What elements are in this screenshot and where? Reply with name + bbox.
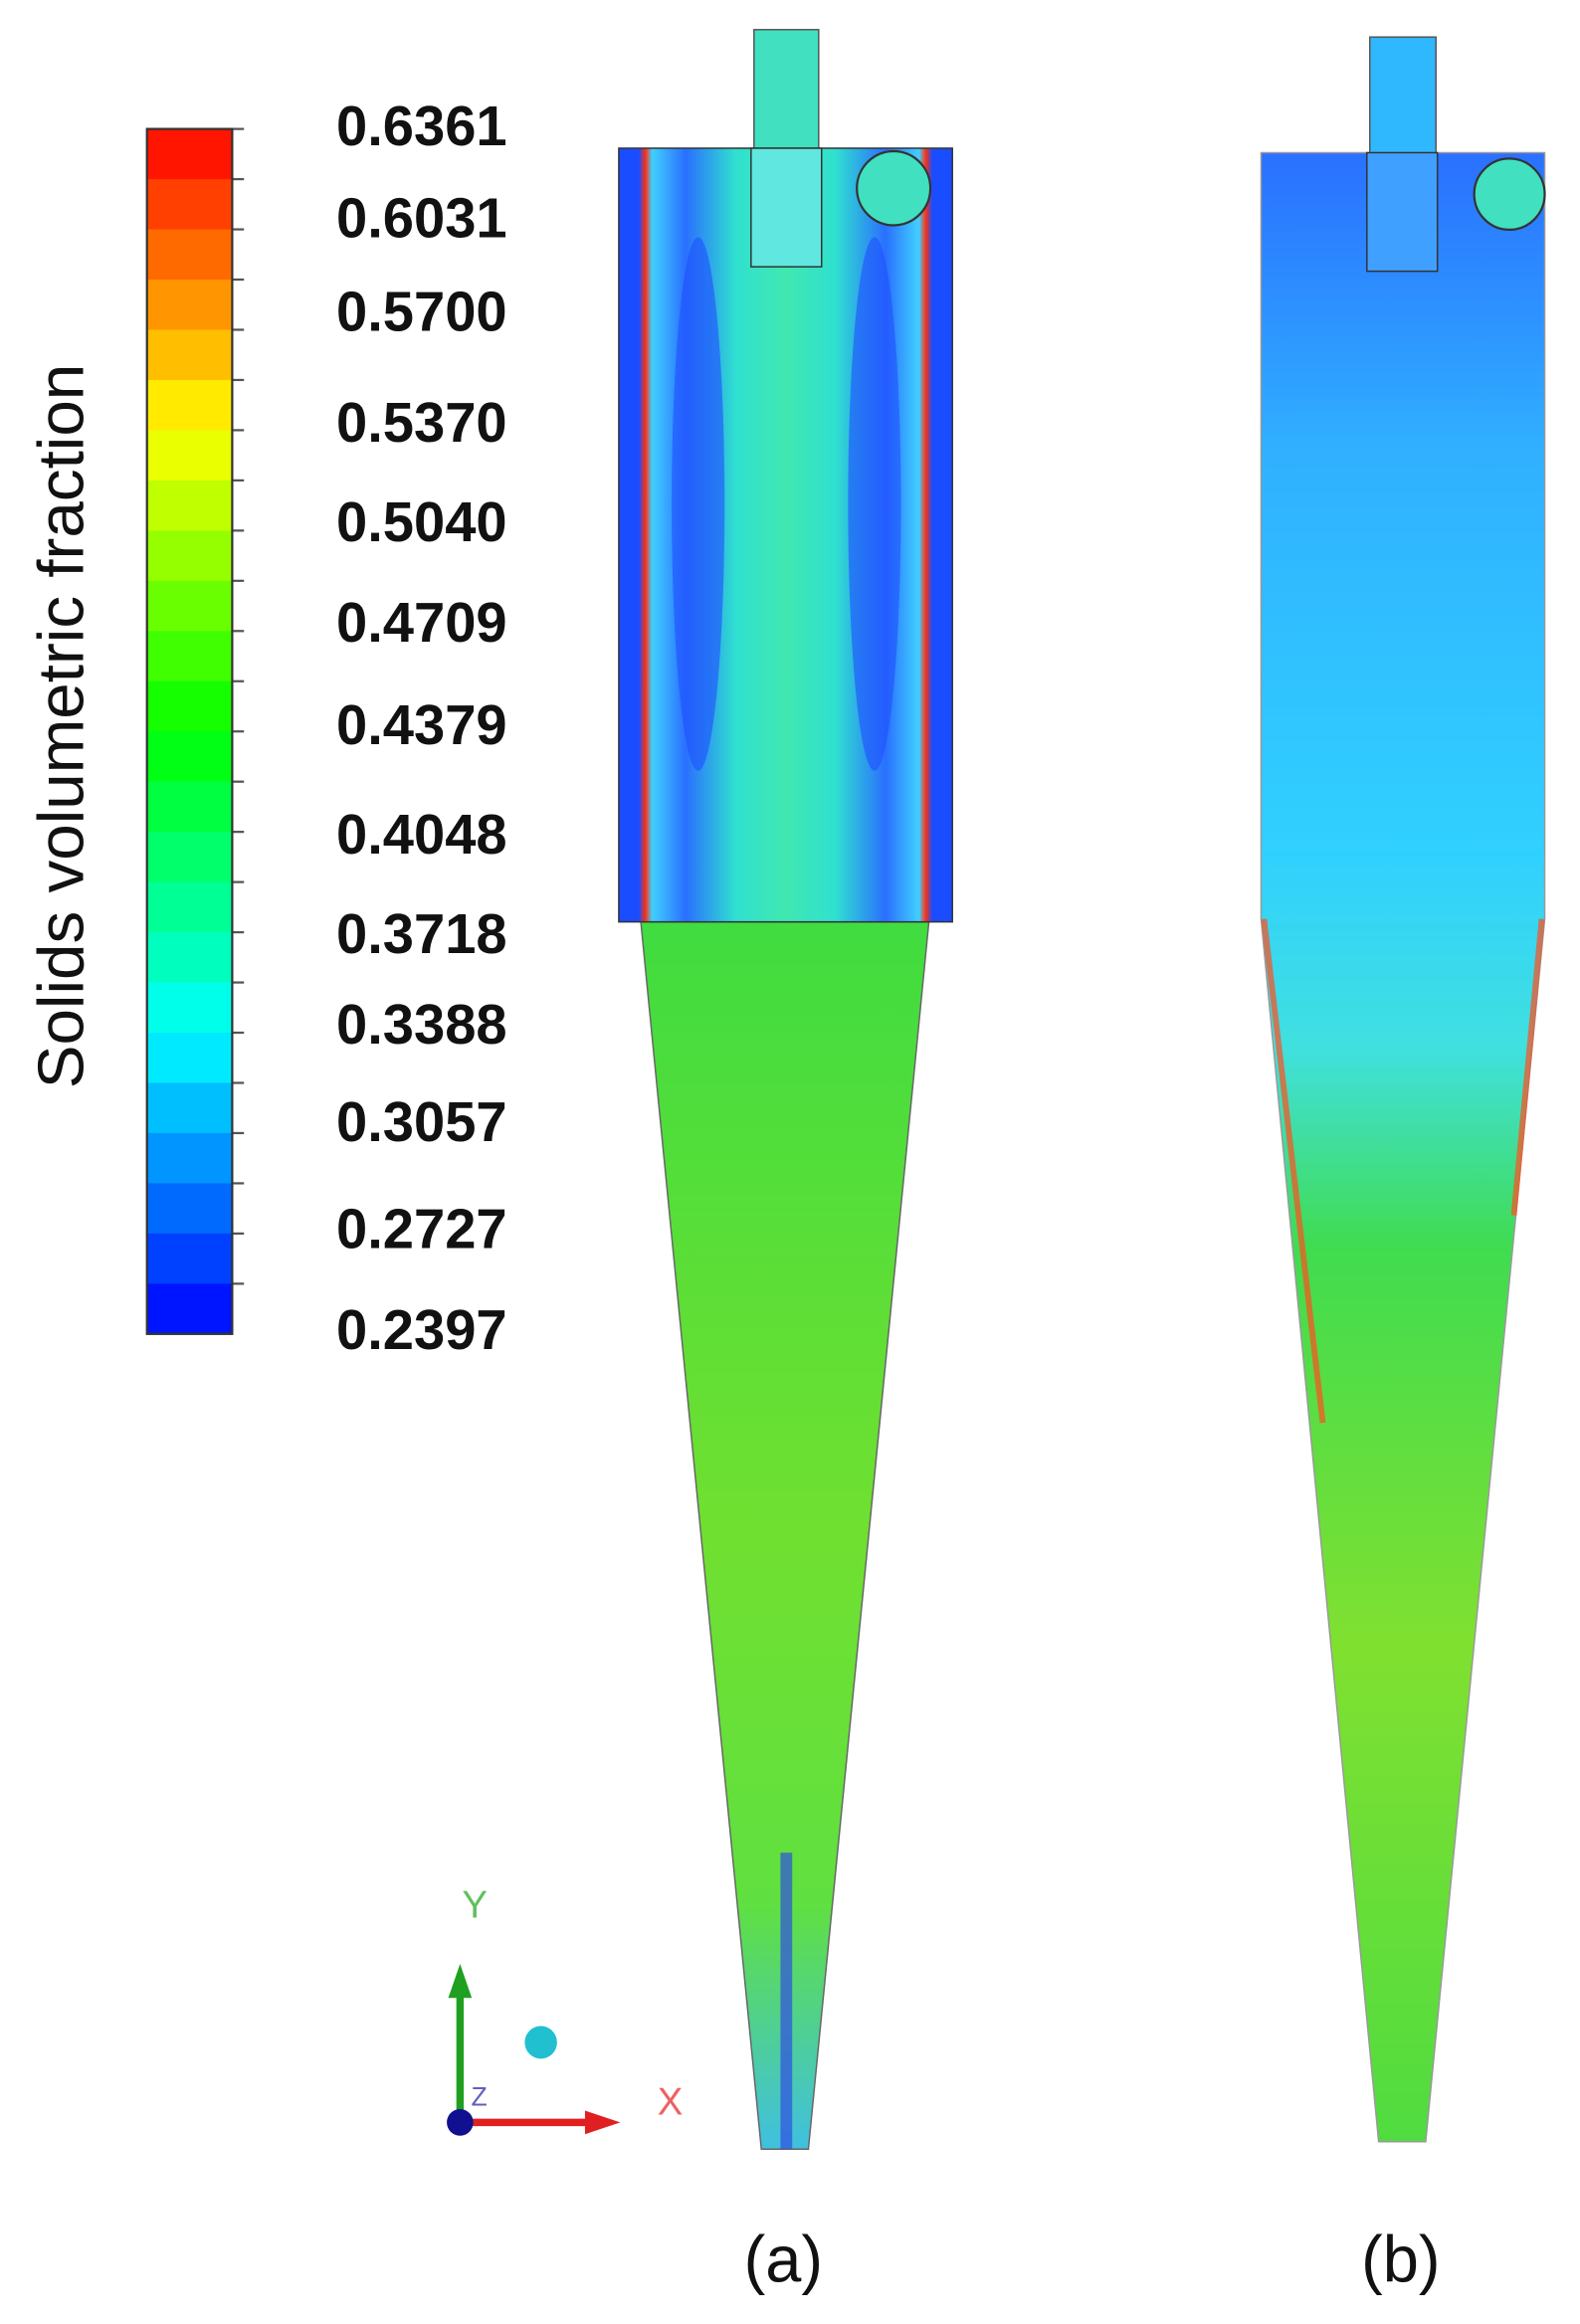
axis-triad: Y X Z [447, 1883, 684, 2136]
colorbar-label: 0.3057 [336, 1090, 507, 1153]
inlet [856, 149, 932, 227]
colorbar-label: 0.3388 [336, 993, 507, 1056]
colorbar-band [146, 480, 233, 532]
colorbar-band [146, 329, 233, 381]
panel-label: (a) [744, 2223, 823, 2295]
x-arrowhead [584, 2110, 621, 2135]
vortex-finder [750, 147, 823, 268]
streak [848, 237, 901, 771]
colorbar-band [146, 1183, 233, 1235]
colorbar-label: 0.6361 [336, 95, 507, 157]
colorbar-band [146, 631, 233, 682]
colorbar-band [146, 680, 233, 732]
streak [672, 237, 725, 771]
colorbar-band [146, 128, 233, 180]
wall-streak [1261, 918, 1326, 1424]
colorbar-label: 0.2397 [336, 1298, 507, 1361]
body [1260, 151, 1546, 2143]
colorbar-band [146, 832, 233, 883]
colorbar-label: 0.4379 [336, 693, 507, 756]
colorbar-band [146, 1283, 233, 1335]
y-arrowhead [448, 1963, 473, 1999]
colorbar-band [146, 179, 233, 231]
colorbar-frame [145, 127, 234, 1335]
colorbar-band [146, 1082, 233, 1134]
colorbar-label: 0.4709 [336, 591, 507, 654]
colorbar-band [146, 379, 233, 432]
colorbar-label: 0.5700 [336, 280, 507, 342]
colorbar-label: 0.2727 [336, 1197, 507, 1259]
colorbar-band [146, 530, 233, 582]
colorbar-label: 0.3718 [336, 902, 507, 965]
colorbar-label: 0.6031 [336, 186, 507, 249]
sphere [524, 2026, 557, 2059]
colorbar-band [146, 731, 233, 783]
colorbar [146, 127, 245, 1335]
colorbar-band [146, 932, 233, 984]
x-label: X [658, 2081, 684, 2124]
z-label: Z [471, 2082, 487, 2112]
colorbar-band [146, 1132, 233, 1185]
cyclone-b [1260, 36, 1546, 2143]
vortex-finder [1366, 151, 1439, 273]
cyclone-a [618, 29, 953, 2150]
outlet-tube [1369, 36, 1437, 157]
colorbar-label: 0.4048 [336, 803, 507, 866]
z-arrow [447, 2108, 474, 2136]
colorbar-band [146, 229, 233, 281]
colorbar-band [146, 982, 233, 1034]
wall-streak [1510, 918, 1545, 1216]
colorbar-label: 0.5040 [336, 490, 507, 553]
colorbar-band [146, 881, 233, 933]
y-label: Y [462, 1883, 488, 1926]
colorbar-title: Solids volumetric fraction [25, 364, 98, 1089]
colorbar-label: 0.5370 [336, 391, 507, 454]
inlet [1473, 157, 1546, 232]
colorbar-band [146, 1233, 233, 1285]
colorbar-band [146, 430, 233, 482]
panel-label: (b) [1361, 2223, 1440, 2295]
colorbar-band [146, 1033, 233, 1084]
colorbar-band [146, 781, 233, 833]
colorbar-labels: 0.6361 0.6031 0.5700 0.5370 0.5040 0.4709 0.43… [336, 95, 507, 1361]
colorbar-band [146, 580, 233, 633]
outlet-tube [753, 29, 820, 152]
colorbar-band [146, 280, 233, 331]
